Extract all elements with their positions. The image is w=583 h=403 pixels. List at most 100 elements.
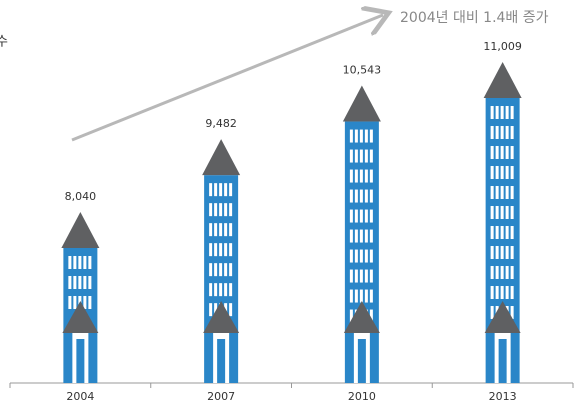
trend-arrow [71,15,383,142]
window [364,249,368,263]
window [505,266,509,279]
window [73,276,77,289]
window [83,276,87,289]
window [214,303,218,317]
window [359,209,363,223]
window [219,223,223,237]
window [359,129,363,143]
subtitle: 수 [0,35,8,50]
window [354,209,358,223]
window [88,256,92,269]
window [68,276,72,289]
window [349,149,353,163]
window [505,286,509,299]
window [214,263,218,277]
window [68,256,72,269]
window [500,226,504,239]
window [209,303,213,317]
window [359,289,363,303]
window [214,183,218,197]
window [349,229,353,243]
window [500,126,504,139]
window [359,269,363,283]
window [369,209,373,223]
building [483,62,522,383]
window [369,189,373,203]
window [219,243,223,257]
window [500,266,504,279]
window [224,223,228,237]
window [229,203,233,217]
window [229,263,233,277]
window [495,146,499,159]
window [83,256,87,269]
x-tick-label: 2004 [66,390,94,403]
window [495,226,499,239]
roof [483,62,522,98]
window [214,283,218,297]
window [510,266,514,279]
window [354,249,358,263]
window [224,283,228,297]
window [510,206,514,219]
window [209,283,213,297]
window [490,186,494,199]
window [369,149,373,163]
window [490,146,494,159]
window [349,209,353,223]
building [342,85,381,384]
window [495,286,499,299]
window [359,169,363,183]
window [349,169,353,183]
window [500,186,504,199]
window [78,256,82,269]
window [349,129,353,143]
window [490,106,494,119]
window [359,189,363,203]
window [88,276,92,289]
window [495,266,499,279]
window [224,243,228,257]
window [78,276,82,289]
window [214,203,218,217]
window [354,189,358,203]
window [369,129,373,143]
window [359,229,363,243]
window [88,296,92,309]
window [214,243,218,257]
window [505,186,509,199]
window [510,306,514,319]
roof [61,212,100,248]
window [500,246,504,259]
window [369,229,373,243]
window [510,126,514,139]
window [495,246,499,259]
window [490,246,494,259]
window [349,309,353,323]
window [364,129,368,143]
lower-roof [203,301,240,333]
window [505,246,509,259]
roof [342,85,381,122]
window [495,206,499,219]
window [354,149,358,163]
value-label: 11,009 [483,40,522,53]
window [500,106,504,119]
value-label: 10,543 [343,64,382,77]
window [364,229,368,243]
window [364,189,368,203]
window [364,149,368,163]
window [354,269,358,283]
window [219,283,223,297]
window [505,146,509,159]
window [224,203,228,217]
value-label: 9,482 [205,117,237,130]
window [510,166,514,179]
window [229,223,233,237]
window [500,206,504,219]
window [369,269,373,283]
window [500,166,504,179]
building [202,139,241,383]
window [354,289,358,303]
